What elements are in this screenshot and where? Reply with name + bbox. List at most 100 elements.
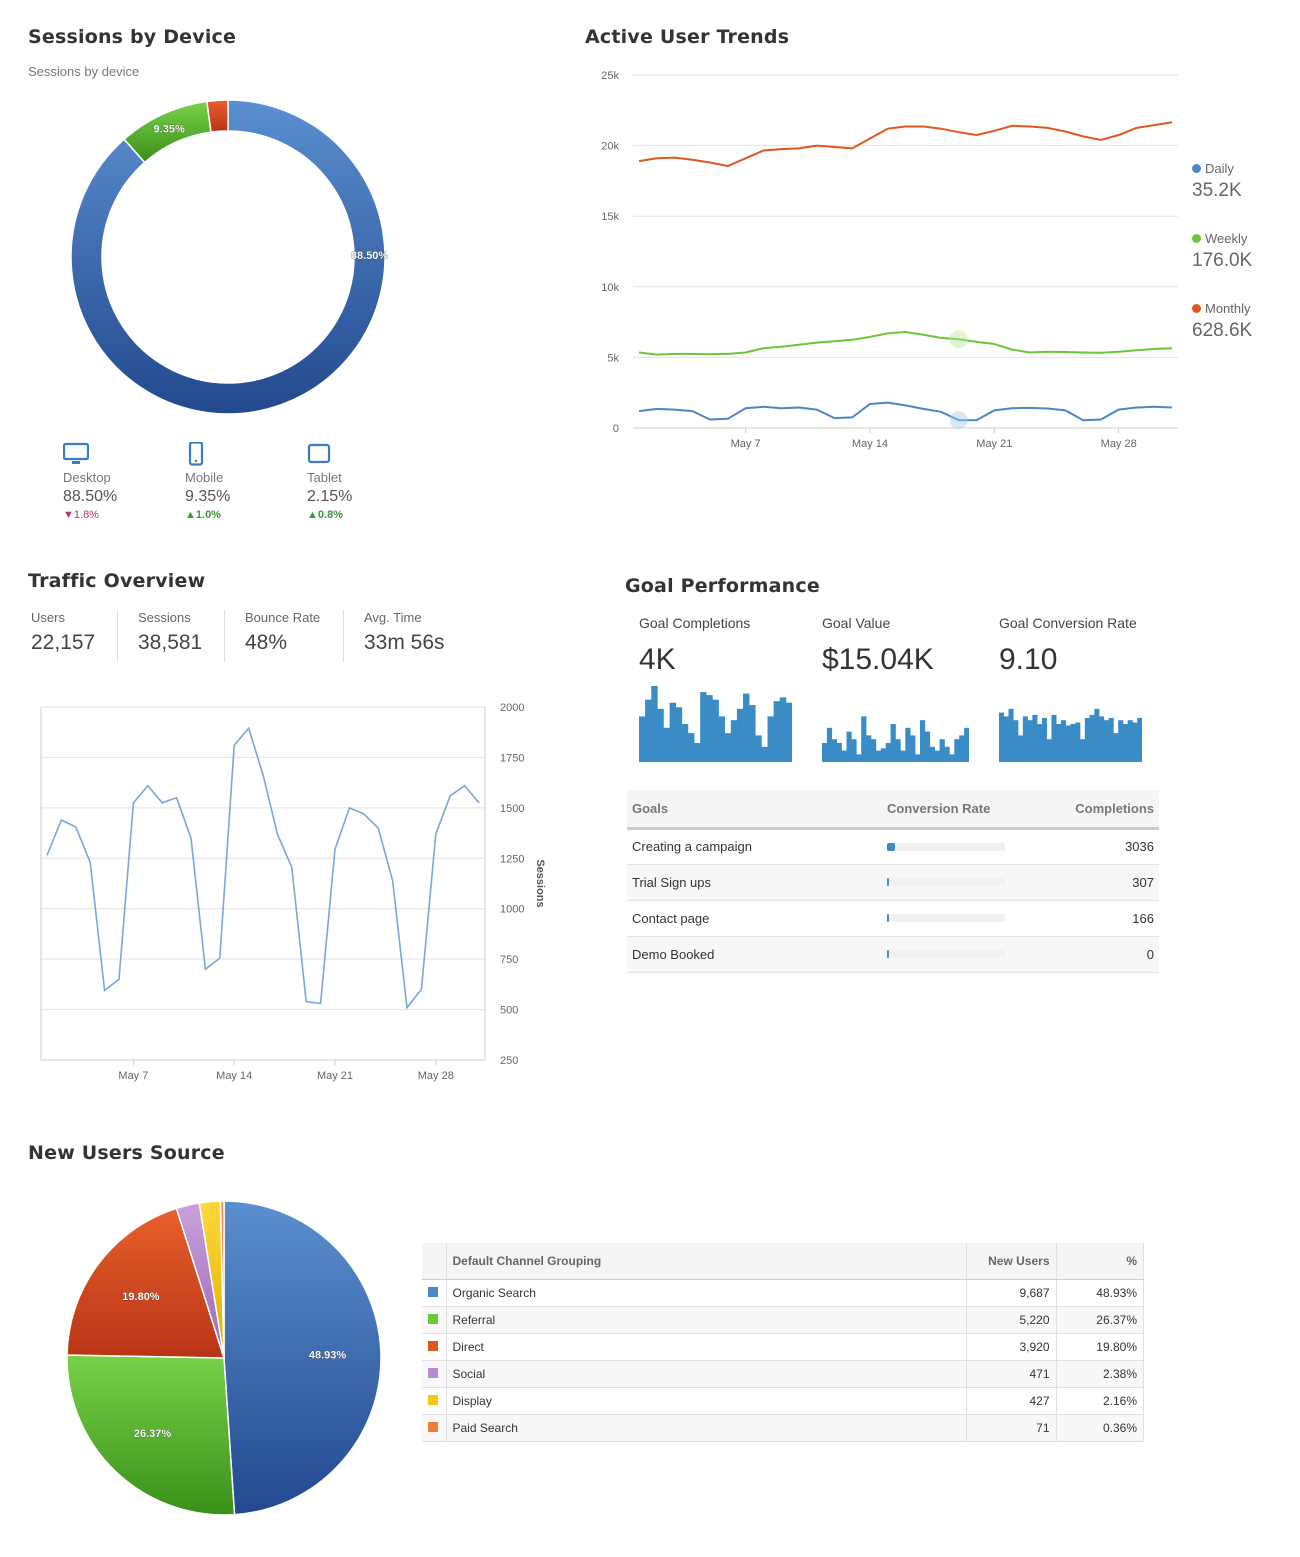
channel-name: Referral	[446, 1306, 967, 1334]
sessions-line-chart: 250 500 750 1000 1250 1500 1750 2000 May 7 May 14…	[40, 702, 546, 1082]
goal-name: Creating a campaign	[627, 828, 882, 865]
sparkline-bar	[718, 716, 725, 762]
sparkline-bar	[1065, 725, 1071, 762]
sparkline-bar	[663, 727, 670, 762]
sparkline-bar	[651, 686, 658, 762]
donut-slice-desktop	[70, 99, 386, 415]
goal-name: Contact page	[627, 900, 882, 937]
table-row[interactable]: Demo Booked 0	[627, 936, 1159, 973]
legend-weekly[interactable]: Weekly 176.0K	[1192, 231, 1253, 271]
table-row[interactable]: Direct 3,920 19.80%	[422, 1333, 1144, 1361]
sparkline-bar	[1070, 724, 1076, 762]
table-row[interactable]: Trial Sign ups 307	[627, 864, 1159, 901]
legend-dot	[1192, 234, 1201, 243]
goal-conversion-cell	[882, 828, 1042, 865]
channel-new-users: 71	[966, 1414, 1057, 1442]
device-change: ▼1.8%	[63, 509, 99, 521]
channel-swatch-cell	[422, 1360, 447, 1388]
legend-value: 176.0K	[1192, 250, 1253, 271]
sparkline-bar	[871, 739, 877, 762]
table-row[interactable]: Display 427 2.16%	[422, 1387, 1144, 1415]
sparkline-bar	[890, 724, 896, 762]
column-header-goals[interactable]: Goals	[627, 790, 882, 830]
legend-value: 35.2K	[1192, 180, 1242, 201]
channel-new-users: 471	[966, 1360, 1057, 1388]
channel-name: Paid Search	[446, 1414, 967, 1442]
column-header-channel[interactable]: Default Channel Grouping	[446, 1243, 967, 1280]
kpi-value: 38,581	[138, 631, 203, 654]
kpi-label: Bounce Rate	[245, 610, 321, 625]
y-tick-label: 0	[613, 423, 619, 435]
table-row[interactable]: Contact page 166	[627, 900, 1159, 937]
desktop-icon	[62, 442, 173, 466]
x-tick-label: May 14	[852, 438, 888, 450]
series-line-sessions	[46, 726, 480, 1010]
sparkline-bar	[1027, 720, 1033, 762]
legend-daily[interactable]: Daily 35.2K	[1192, 161, 1242, 201]
sparkline-bar	[999, 712, 1005, 762]
up-arrow-icon: ▲	[307, 509, 318, 521]
kpi-divider	[224, 610, 225, 662]
device-desktop: Desktop 88.50% ▼1.8%	[62, 442, 173, 521]
conversion-bar-track	[887, 842, 1005, 851]
table-row[interactable]: Paid Search 71 0.36%	[422, 1414, 1144, 1442]
device-percent: 9.35%	[185, 488, 231, 505]
pie-data-label: 26.37%	[134, 1428, 172, 1440]
sparkline-bar	[785, 702, 792, 762]
table-row[interactable]: Referral 5,220 26.37%	[422, 1306, 1144, 1334]
active-user-trends-chart: 0 5k 10k 15k 20k 25k May 7 May 14 May 21 May 28	[601, 70, 1178, 450]
sparkline-bar	[681, 724, 689, 762]
sparkline-bar	[1122, 724, 1128, 762]
column-header-completions[interactable]: Completions	[1042, 790, 1159, 830]
kpi-label: Sessions	[138, 610, 191, 625]
goal-conversion-rate-value: 9.10	[999, 643, 1058, 676]
sparkline-bar	[749, 705, 756, 762]
sparkline-bar	[712, 699, 719, 762]
sparkline-bar	[1080, 739, 1086, 762]
sparkline-bar	[910, 735, 916, 762]
conversion-bar-fill	[887, 842, 896, 851]
sparkline-bar	[866, 735, 872, 762]
channel-swatch-cell	[422, 1306, 447, 1334]
new-users-source-title: New Users Source	[28, 1142, 225, 1164]
channel-table-header: Default Channel Grouping New Users %	[422, 1243, 1144, 1280]
channel-swatch-cell	[422, 1387, 447, 1415]
donut-data-label: 9.35%	[154, 123, 185, 135]
table-row[interactable]: Creating a campaign 3036	[627, 828, 1159, 865]
sessions-by-device-title: Sessions by Device	[28, 26, 237, 48]
goal-completions-value: 4K	[639, 643, 676, 676]
goal-completions: 166	[1042, 900, 1159, 937]
legend-dot	[1192, 304, 1201, 313]
device-name: Tablet	[307, 470, 342, 485]
mobile-icon	[185, 441, 295, 466]
goal-conversion-cell	[882, 864, 1042, 901]
table-row[interactable]: Organic Search 9,687 48.93%	[422, 1279, 1144, 1307]
y-tick-label: 1250	[500, 853, 524, 865]
column-header-conversion-rate[interactable]: Conversion Rate	[882, 790, 1042, 830]
channel-color-swatch	[428, 1394, 438, 1405]
sparkline-bar	[755, 735, 762, 762]
pie-slice-paid-search	[219, 1200, 225, 1359]
goal-name: Demo Booked	[627, 936, 882, 973]
sparkline-bar	[700, 692, 707, 762]
goal-completions: 3036	[1042, 828, 1159, 865]
channel-swatch-cell	[422, 1414, 447, 1442]
table-row[interactable]: Social 471 2.38%	[422, 1360, 1144, 1388]
hover-marker	[949, 411, 968, 430]
sparkline-bar	[861, 716, 867, 762]
column-header-percent[interactable]: %	[1056, 1243, 1144, 1280]
legend-monthly[interactable]: Monthly 628.6K	[1192, 301, 1253, 341]
y-tick-label: 750	[500, 954, 518, 966]
sparkline-bar	[694, 743, 701, 762]
sparkline-bar	[675, 707, 683, 762]
sparkline-bar	[687, 733, 695, 762]
column-header-new-users[interactable]: New Users	[966, 1243, 1057, 1280]
sparkline-bar	[954, 739, 960, 762]
goal-performance-title: Goal Performance	[625, 575, 820, 597]
channel-name: Direct	[446, 1333, 967, 1361]
sparkline-bar	[1113, 733, 1119, 762]
device-change: ▲1.0%	[185, 509, 221, 521]
y-tick-label: 20k	[601, 141, 619, 153]
x-tick-label: May 28	[418, 1070, 454, 1082]
channel-percent: 2.16%	[1056, 1387, 1144, 1415]
